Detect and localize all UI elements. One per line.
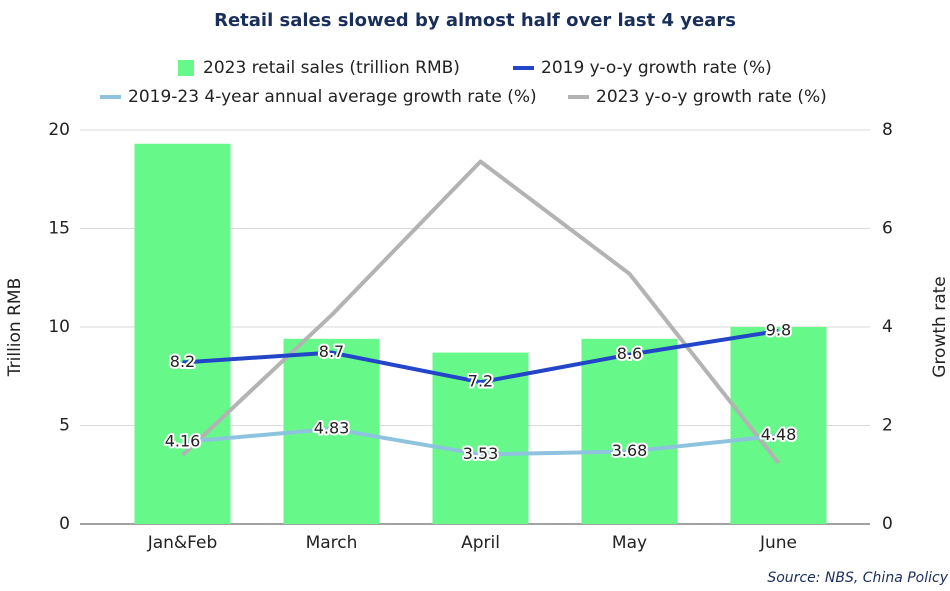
data-label: 9.8 xyxy=(766,320,791,339)
y-tick-label: 20 xyxy=(48,120,70,140)
data-label: 8.6 xyxy=(617,344,642,363)
legend-swatch xyxy=(178,60,194,76)
bar xyxy=(581,338,678,524)
data-label: 8.7 xyxy=(319,342,344,361)
data-label: 3.53 xyxy=(463,444,499,463)
line-series xyxy=(181,159,781,465)
y2-tick-label: 6 xyxy=(882,219,893,239)
data-label: 4.83 xyxy=(314,418,350,437)
data-label: 8.2 xyxy=(170,352,195,371)
x-tick-label: March xyxy=(306,533,358,553)
y-tick-label: 10 xyxy=(48,317,70,337)
legend-label: 2019 y-o-y growth rate (%) xyxy=(541,58,772,78)
y2-tick-label: 8 xyxy=(882,120,893,140)
legend-label: 2023 retail sales (trillion RMB) xyxy=(203,58,460,78)
bar xyxy=(134,143,231,525)
x-tick-label: June xyxy=(759,533,797,553)
source: Source: NBS, China Policy xyxy=(767,570,948,586)
y2-tick-label: 4 xyxy=(882,317,893,337)
data-label: 4.16 xyxy=(165,432,201,451)
y-tick-label: 15 xyxy=(48,219,70,239)
y-tick-label: 5 xyxy=(59,416,70,436)
data-label: 4.48 xyxy=(761,425,797,444)
data-label: 7.2 xyxy=(468,372,493,391)
x-tick-label: Jan&Feb xyxy=(147,533,218,553)
y2-axis-label: Growth rate xyxy=(930,276,950,377)
legend-label: 2019-23 4-year annual average growth rat… xyxy=(128,87,537,107)
x-tick-label: May xyxy=(612,533,647,553)
y2-tick-label: 0 xyxy=(882,514,893,534)
y2-tick-label: 2 xyxy=(882,416,893,436)
x-tick-label: April xyxy=(461,533,500,553)
line-series xyxy=(182,426,779,457)
legend-label: 2023 y-o-y growth rate (%) xyxy=(596,87,827,107)
chart-title: Retail sales slowed by almost half over … xyxy=(214,10,736,31)
y-tick-label: 0 xyxy=(59,514,70,534)
data-label: 3.68 xyxy=(612,441,648,460)
y-axis-label: Trillion RMB xyxy=(5,278,25,378)
line-series xyxy=(182,328,779,385)
